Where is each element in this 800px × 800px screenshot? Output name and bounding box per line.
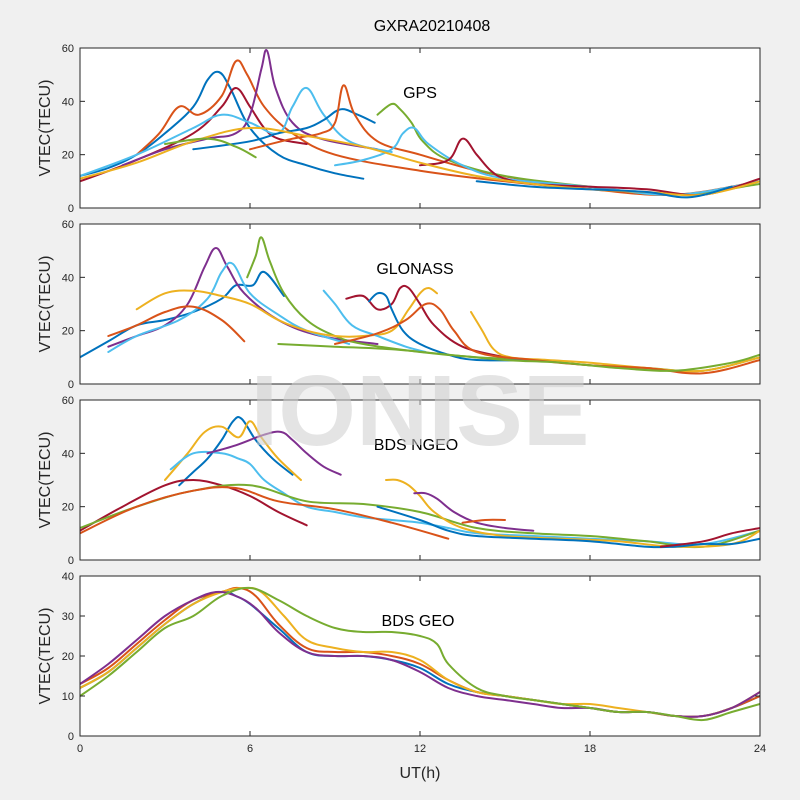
y-tick-label: 20 bbox=[62, 502, 74, 514]
panel-annotation: BDS GEO bbox=[382, 613, 455, 630]
series-line-5 bbox=[80, 479, 308, 532]
y-tick-label: 0 bbox=[68, 731, 74, 743]
panel-bds-geo: 0 10 20 30 40 0 6 12 18 24 VTEC(TECU) BDS GEO bbox=[37, 571, 766, 755]
series-line-3 bbox=[169, 450, 760, 546]
series-line-6 bbox=[192, 108, 376, 151]
y-axis-label: VTEC(TECU) bbox=[37, 432, 54, 529]
y-tick-label: 0 bbox=[68, 379, 74, 391]
series-line-7 bbox=[345, 284, 506, 359]
panel-annotation: BDS NGEO bbox=[374, 437, 458, 454]
x-axis-label: UT(h) bbox=[400, 765, 441, 782]
series-line-10 bbox=[419, 137, 760, 197]
y-tick-label: 60 bbox=[62, 43, 74, 55]
series-line-4 bbox=[206, 430, 342, 476]
series-group bbox=[80, 586, 760, 722]
series-line-8 bbox=[368, 291, 535, 362]
y-tick-label: 40 bbox=[62, 96, 74, 108]
series-line-12 bbox=[277, 343, 760, 372]
y-tick-label: 10 bbox=[62, 691, 74, 703]
y-tick-label: 20 bbox=[62, 150, 74, 162]
series-line-2 bbox=[164, 420, 302, 481]
panel-gps: 0 20 40 60 VTEC(TECU) GPS bbox=[37, 43, 761, 215]
series-line-7 bbox=[80, 486, 450, 540]
watermark: IONISE bbox=[251, 355, 590, 467]
panel-glonass: 0 20 40 60 VTEC(TECU) GLONASS bbox=[37, 219, 761, 391]
y-tick-label: 60 bbox=[62, 219, 74, 231]
series-line-5 bbox=[80, 586, 760, 722]
series-group bbox=[80, 236, 760, 375]
x-tick-label: 18 bbox=[584, 743, 596, 755]
y-tick-label: 40 bbox=[62, 571, 74, 583]
y-tick-label: 0 bbox=[68, 555, 74, 567]
series-line-6 bbox=[107, 305, 246, 343]
series-line-13 bbox=[475, 180, 733, 199]
series-line-4 bbox=[107, 261, 351, 353]
series-line-10 bbox=[470, 311, 760, 373]
plot-area bbox=[80, 576, 760, 736]
x-tick-label: 0 bbox=[77, 743, 83, 755]
series-line-1 bbox=[178, 416, 294, 487]
series-line-5 bbox=[135, 287, 438, 338]
y-tick-label: 20 bbox=[62, 326, 74, 338]
x-tick-label: 12 bbox=[414, 743, 426, 755]
series-line-10 bbox=[461, 518, 506, 524]
y-tick-label: 40 bbox=[62, 448, 74, 460]
series-group bbox=[80, 416, 760, 549]
series-line-12 bbox=[659, 527, 760, 548]
plot-area bbox=[80, 48, 760, 208]
panel-annotation: GLONASS bbox=[376, 261, 453, 278]
series-line-9 bbox=[413, 491, 535, 532]
series-line-11 bbox=[334, 302, 760, 375]
y-axis-label: VTEC(TECU) bbox=[37, 80, 54, 177]
series-line-11 bbox=[376, 505, 760, 549]
y-axis-label: VTEC(TECU) bbox=[37, 256, 54, 353]
series-line-1 bbox=[80, 270, 285, 359]
y-tick-label: 60 bbox=[62, 395, 74, 407]
series-line-12 bbox=[164, 137, 257, 159]
y-tick-label: 20 bbox=[62, 651, 74, 663]
x-tick-label: 6 bbox=[247, 743, 253, 755]
y-tick-label: 30 bbox=[62, 611, 74, 623]
y-tick-label: 0 bbox=[68, 203, 74, 215]
series-line-9 bbox=[322, 289, 427, 353]
chart-title: GXRA20210408 bbox=[374, 18, 491, 35]
y-tick-label: 40 bbox=[62, 272, 74, 284]
panel-bds-ngeo: 0 20 40 60 VTEC(TECU) BDS NGEO bbox=[37, 395, 761, 567]
series-group bbox=[80, 49, 760, 199]
panel-annotation: GPS bbox=[403, 85, 437, 102]
x-tick-label: 24 bbox=[754, 743, 766, 755]
y-axis-label: VTEC(TECU) bbox=[37, 608, 54, 705]
